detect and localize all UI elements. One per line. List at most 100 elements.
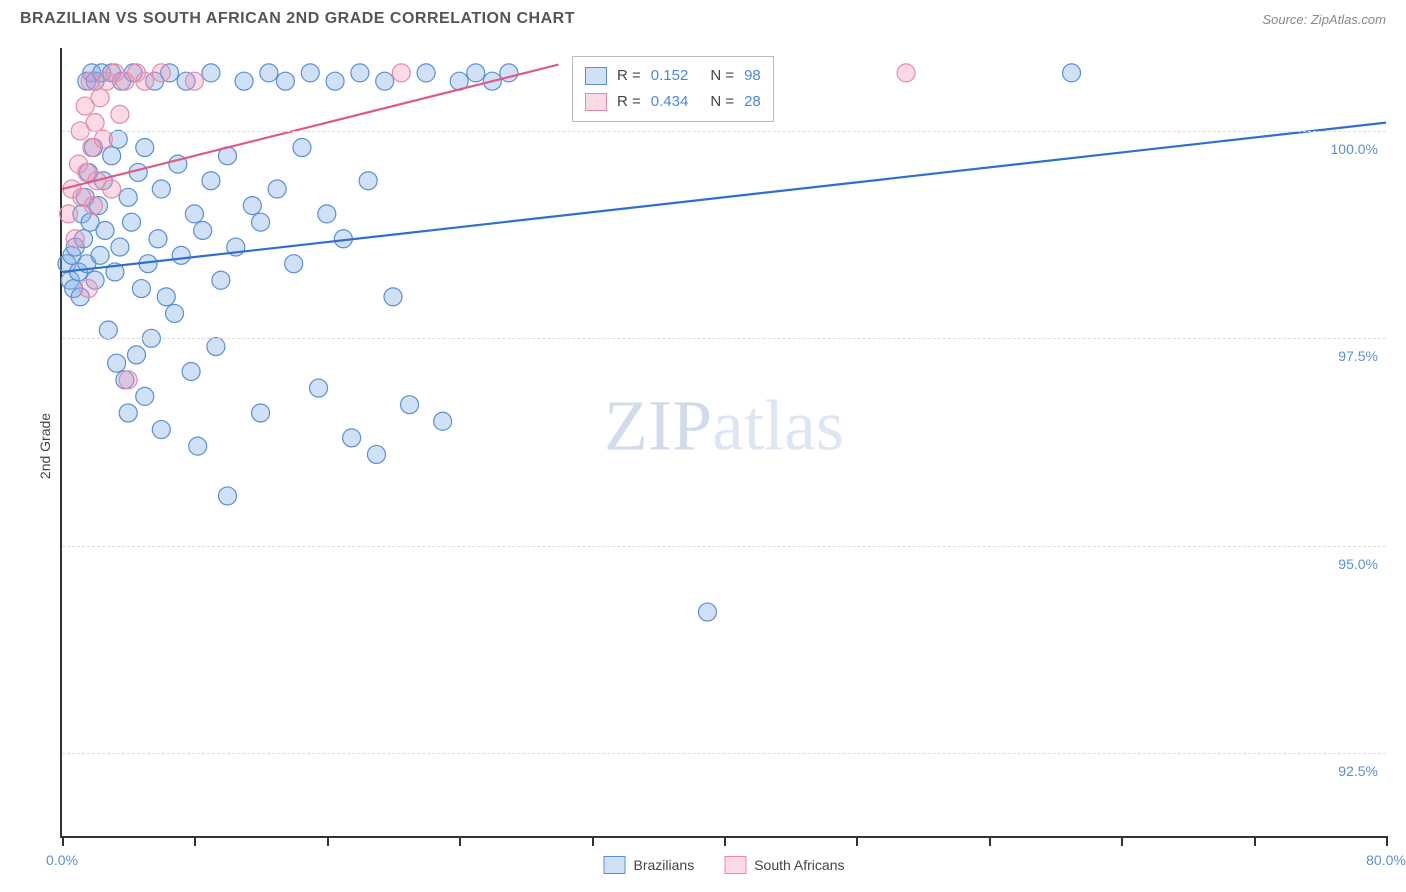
scatter-point [343, 429, 361, 447]
scatter-point [376, 72, 394, 90]
scatter-point [219, 487, 237, 505]
scatter-point [293, 139, 311, 157]
x-tick [724, 836, 726, 846]
scatter-point [81, 72, 99, 90]
scatter-point [136, 387, 154, 405]
x-tick [989, 836, 991, 846]
scatter-point [384, 288, 402, 306]
scatter-point [252, 213, 270, 231]
scatter-point [172, 246, 190, 264]
scatter-point [136, 139, 154, 157]
scatter-point [392, 64, 410, 82]
scatter-point [434, 412, 452, 430]
x-tick [1254, 836, 1256, 846]
scatter-point [152, 64, 170, 82]
legend-label: Brazilians [634, 857, 695, 873]
scatter-point [108, 354, 126, 372]
chart-title: BRAZILIAN VS SOUTH AFRICAN 2ND GRADE COR… [20, 10, 575, 28]
legend-item: Brazilians [604, 856, 695, 874]
y-tick-label: 92.5% [1338, 763, 1378, 779]
y-axis-label: 2nd Grade [37, 413, 53, 479]
x-tick [194, 836, 196, 846]
scatter-point [207, 338, 225, 356]
scatter-point [94, 130, 112, 148]
legend-swatch [724, 856, 746, 874]
scatter-point [149, 230, 167, 248]
scatter-point [66, 230, 84, 248]
x-tick-label: 0.0% [46, 852, 78, 868]
scatter-point [119, 188, 137, 206]
n-label: N = [710, 63, 734, 89]
x-tick [592, 836, 594, 846]
scatter-point [86, 114, 104, 132]
scatter-point [157, 288, 175, 306]
n-value: 28 [744, 89, 761, 115]
scatter-point [132, 280, 150, 298]
x-tick [62, 836, 64, 846]
scatter-point [202, 172, 220, 190]
scatter-point [119, 371, 137, 389]
trend-line [62, 123, 1386, 272]
y-tick-label: 95.0% [1338, 556, 1378, 572]
legend-swatch [604, 856, 626, 874]
x-tick-label: 80.0% [1366, 852, 1406, 868]
grid-line [62, 753, 1386, 754]
scatter-point [202, 64, 220, 82]
x-tick [856, 836, 858, 846]
scatter-point [252, 404, 270, 422]
series-swatch [585, 93, 607, 111]
scatter-point [91, 89, 109, 107]
scatter-point [182, 362, 200, 380]
scatter-point [359, 172, 377, 190]
legend-item: South Africans [724, 856, 844, 874]
y-tick-label: 100.0% [1331, 141, 1378, 157]
scatter-point [185, 205, 203, 223]
source-label: Source: ZipAtlas.com [1262, 12, 1386, 27]
n-label: N = [710, 89, 734, 115]
scatter-point [318, 205, 336, 223]
scatter-point [84, 197, 102, 215]
x-tick [1121, 836, 1123, 846]
scatter-point [96, 221, 114, 239]
scatter-point [285, 255, 303, 273]
scatter-point [60, 205, 78, 223]
scatter-svg [62, 48, 1386, 836]
r-value: 0.434 [651, 89, 689, 115]
r-label: R = [617, 89, 641, 115]
x-tick [1386, 836, 1388, 846]
scatter-point [103, 180, 121, 198]
scatter-point [897, 64, 915, 82]
scatter-point [698, 603, 716, 621]
scatter-point [194, 221, 212, 239]
scatter-point [111, 238, 129, 256]
scatter-point [1063, 64, 1081, 82]
correlation-stats-box: R =0.152N =98R =0.434N =28 [572, 56, 774, 122]
scatter-point [243, 197, 261, 215]
x-tick [459, 836, 461, 846]
scatter-point [123, 213, 141, 231]
scatter-point [417, 64, 435, 82]
y-tick-label: 97.5% [1338, 348, 1378, 364]
r-label: R = [617, 63, 641, 89]
scatter-point [79, 280, 97, 298]
grid-line [62, 131, 1386, 132]
scatter-point [99, 321, 117, 339]
scatter-point [119, 404, 137, 422]
scatter-point [301, 64, 319, 82]
scatter-point [152, 180, 170, 198]
legend: Brazilians South Africans [604, 856, 845, 874]
grid-line [62, 338, 1386, 339]
scatter-point [127, 346, 145, 364]
scatter-point [152, 421, 170, 439]
scatter-point [367, 445, 385, 463]
grid-line [62, 546, 1386, 547]
scatter-point [166, 304, 184, 322]
n-value: 98 [744, 63, 761, 89]
scatter-point [91, 246, 109, 264]
scatter-point [260, 64, 278, 82]
stats-row: R =0.152N =98 [585, 63, 761, 89]
scatter-point [351, 64, 369, 82]
scatter-point [111, 105, 129, 123]
scatter-point [401, 396, 419, 414]
scatter-point [185, 72, 203, 90]
